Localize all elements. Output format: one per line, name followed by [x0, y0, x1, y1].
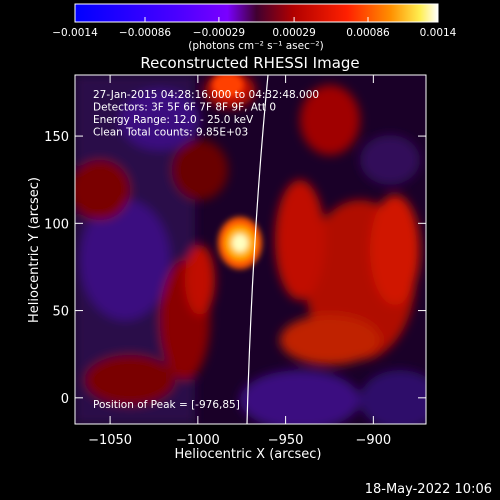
- y-axis-label: Heliocentric Y (arcsec): [27, 177, 42, 323]
- colorbar-tick-label: 0.0014: [420, 27, 457, 39]
- colorbar-tick-label: 0.00086: [346, 27, 390, 39]
- x-axis-label: Heliocentric X (arcsec): [175, 447, 322, 462]
- x-tick-label: −1050: [88, 433, 132, 448]
- colorbar-tick-label: −0.00029: [193, 27, 245, 39]
- peak-label: Position of Peak = [-976,85]: [93, 399, 240, 411]
- annotation-line: Detectors: 3F 5F 6F 7F 8F 9F, Att 0: [93, 102, 276, 114]
- chart-title: Reconstructed RHESSI Image: [140, 54, 359, 72]
- x-tick-label: −950: [268, 433, 304, 448]
- image-heatmap: [75, 75, 426, 424]
- colorbar-units: (photons cm⁻² s⁻¹ asec⁻²): [188, 40, 323, 52]
- image-annotations: 27-Jan-2015 04:28:16.000 to 04:32:48.000…: [93, 89, 319, 139]
- y-axis-ticks: 0 50 100 150: [44, 130, 426, 407]
- y-tick-label: 0: [61, 392, 69, 407]
- annotation-line: 27-Jan-2015 04:28:16.000 to 04:32:48.000: [93, 89, 319, 101]
- plot-frame: [74, 74, 427, 425]
- colorbar-tick-label: −0.0014: [52, 27, 98, 39]
- colorbar: [74, 3, 439, 23]
- x-tick-label: −1000: [176, 433, 220, 448]
- colorbar-tick-label: 0.00029: [272, 27, 315, 39]
- solar-limb-line: [246, 75, 269, 424]
- annotation-line: Clean Total counts: 9.85E+03: [93, 127, 248, 139]
- colorbar-ticks: −0.0014 −0.00086 −0.00029 0.00029 0.00086 0.0…: [52, 17, 457, 39]
- annotation-line: Energy Range: 12.0 - 25.0 keV: [93, 114, 254, 126]
- x-tick-label: −900: [355, 433, 391, 448]
- colorbar-tick-label: −0.00086: [119, 27, 172, 39]
- x-axis-ticks: −1050 −1000 −950 −900: [88, 75, 391, 448]
- y-tick-label: 100: [44, 217, 69, 232]
- timestamp: 18-May-2022 10:06: [364, 482, 492, 497]
- y-tick-label: 150: [44, 130, 69, 145]
- y-tick-label: 50: [52, 305, 69, 320]
